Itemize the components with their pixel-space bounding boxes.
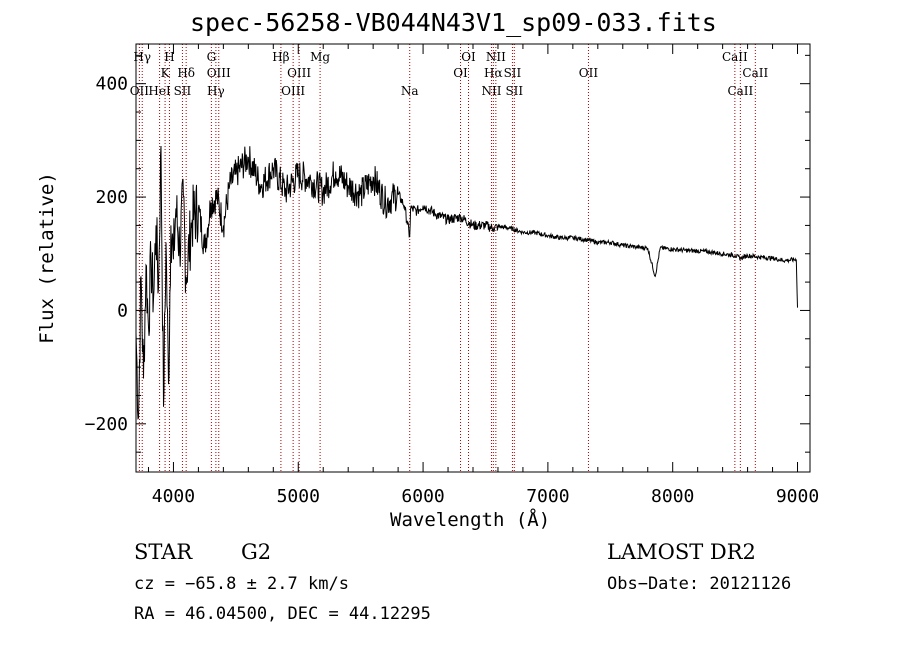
marker-label-4: Mg: [310, 50, 330, 64]
marker-label-23: NII: [481, 84, 501, 98]
ra-dec: RA = 46.04500, DEC = 44.12295: [134, 604, 431, 624]
marker-label-10: OIII: [207, 66, 231, 80]
spectrum-line: [135, 145, 798, 420]
marker-label-8: K: [161, 66, 171, 80]
line-markers: [138, 44, 756, 472]
marker-label-17: OII: [130, 84, 150, 98]
marker-label-13: Hα: [484, 66, 503, 80]
y-tick-label-0: −200: [85, 414, 128, 435]
x-axis-label: Wavelength (Å): [390, 509, 551, 531]
marker-label-14: SII: [504, 66, 522, 80]
y-axis-label: Flux (relative): [36, 172, 58, 344]
marker-label-7: CaII: [722, 50, 748, 64]
marker-label-18: HeI: [148, 84, 171, 98]
object-subclass: G2: [241, 540, 272, 564]
x-tick-label-2: 6000: [401, 486, 444, 507]
x-tick-label-4: 8000: [651, 486, 694, 507]
x-tick-label-1: 5000: [277, 486, 320, 507]
survey-name: LAMOST DR2: [607, 540, 756, 564]
marker-label-19: SII: [174, 84, 192, 98]
marker-label-11: OIII: [287, 66, 311, 80]
marker-label-15: OII: [579, 66, 599, 80]
x-tick-label-0: 4000: [152, 486, 195, 507]
chart-title: spec-56258-VB044N43V1_sp09-033.fits: [190, 8, 717, 37]
y-axis-ticks: −200 0 200 400: [85, 54, 810, 453]
y-tick-label-3: 400: [95, 74, 128, 95]
y-tick-label-1: 0: [117, 300, 128, 321]
obs-date: Obs−Date: 20121126: [607, 574, 792, 594]
y-tick-label-2: 200: [95, 187, 128, 208]
marker-label-21: OIII: [281, 84, 305, 98]
marker-label-12: OI: [453, 66, 468, 80]
marker-label-3: Hβ: [272, 50, 289, 64]
marker-label-20: Hγ: [207, 84, 225, 98]
marker-label-22: Na: [401, 84, 419, 98]
marker-label-1: H: [164, 50, 174, 64]
x-axis-ticks: 4000 5000 6000 7000 8000 9000: [147, 44, 819, 507]
x-tick-label-3: 7000: [526, 486, 569, 507]
marker-label-5: OI: [461, 50, 476, 64]
marker-label-6: NII: [486, 50, 506, 64]
redshift-cz: cz = −65.8 ± 2.7 km/s: [134, 574, 349, 594]
marker-label-25: CaII: [727, 84, 753, 98]
marker-label-9: Hδ: [177, 66, 195, 80]
plot-frame: [135, 43, 811, 473]
marker-label-2: G: [207, 50, 217, 64]
marker-label-0: Hγ: [133, 50, 151, 64]
marker-label-16: CaII: [742, 66, 768, 80]
marker-label-24: SII: [505, 84, 523, 98]
object-class: STAR: [134, 540, 193, 564]
x-tick-label-5: 9000: [776, 486, 819, 507]
